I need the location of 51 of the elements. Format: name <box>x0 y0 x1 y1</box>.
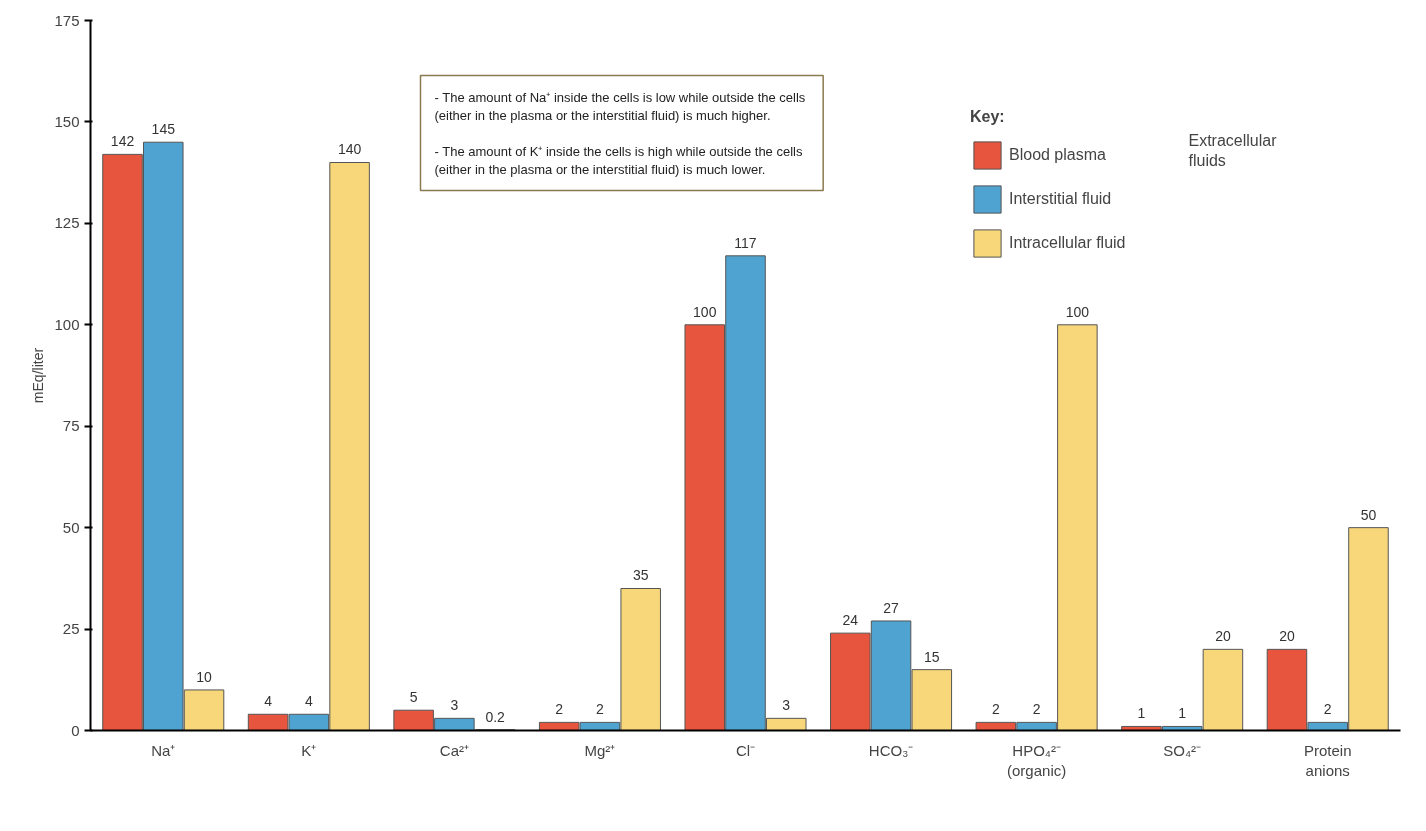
y-tick-label: 175 <box>54 11 80 29</box>
data-label: 1 <box>1137 705 1146 722</box>
y-tick-label: 50 <box>62 518 80 536</box>
y-tick-label: 25 <box>62 620 80 638</box>
data-label: 117 <box>734 234 757 251</box>
x-tick-label: Cl⁻ <box>735 741 756 759</box>
data-label: 140 <box>337 141 362 158</box>
data-label: 145 <box>151 121 176 138</box>
data-label: 2 <box>555 701 564 718</box>
y-tick-label: 150 <box>54 112 80 130</box>
data-label: 27 <box>883 599 900 616</box>
annotation: Extracellular fluids <box>1188 131 1278 170</box>
data-label: 2 <box>991 701 1000 718</box>
data-label: 1 <box>1178 705 1187 722</box>
y-tick-label: 100 <box>54 315 80 333</box>
y-axis-title: mEq/liter <box>30 347 47 404</box>
x-tick-label: HCO₃⁻ <box>868 741 914 759</box>
data-label: 2 <box>1323 701 1332 718</box>
legend-label: Intracellular fluid <box>1009 234 1126 252</box>
data-label: 100 <box>693 303 717 320</box>
data-label: 2 <box>1032 701 1041 718</box>
data-label: 4 <box>304 693 313 710</box>
data-label: 35 <box>632 567 649 584</box>
text: - The amount of Na⁺ inside the cells is low while outside the cells (either in the plasma or the interstitial fluid) is much higher. - The amount of K⁺ inside the cells is high while outside the cells (either in the plasma or the interstitial fluid) is much lower. <box>434 89 806 177</box>
data-label: 5 <box>409 689 418 706</box>
x-tick-label: HPO₄²⁻ (organic) <box>1007 741 1067 779</box>
data-label: 24 <box>842 612 859 629</box>
y-tick-label: 0 <box>71 721 80 739</box>
y-tick-label: 125 <box>54 214 80 232</box>
x-tick-label: SO₄²⁻ <box>1163 741 1202 759</box>
data-label: 0.2 <box>485 708 506 725</box>
x-tick-label: Na⁺ <box>151 741 176 759</box>
x-tick-label: K⁺ <box>301 741 317 759</box>
data-label: 3 <box>450 697 459 714</box>
legend-label: Interstitial fluid <box>1009 190 1112 208</box>
data-label: 100 <box>1065 303 1090 320</box>
data-label: 4 <box>264 693 273 710</box>
y-tick-label: 75 <box>62 417 80 435</box>
x-tick-label: Ca²⁺ <box>439 741 469 759</box>
x-tick-label: Mg²⁺ <box>584 741 616 759</box>
data-label: 20 <box>1279 628 1295 645</box>
legend-title: Key: <box>970 108 1006 126</box>
data-label: 3 <box>782 697 791 714</box>
data-label: 142 <box>110 133 135 150</box>
data-label: 50 <box>1360 506 1377 523</box>
x-tick-label: Protein anions <box>1303 741 1352 779</box>
data-label: 2 <box>596 701 605 718</box>
data-label: 10 <box>196 668 213 685</box>
legend-label: Blood plasma <box>1009 146 1106 164</box>
data-label: 20 <box>1215 628 1231 645</box>
data-label: 15 <box>924 648 940 665</box>
